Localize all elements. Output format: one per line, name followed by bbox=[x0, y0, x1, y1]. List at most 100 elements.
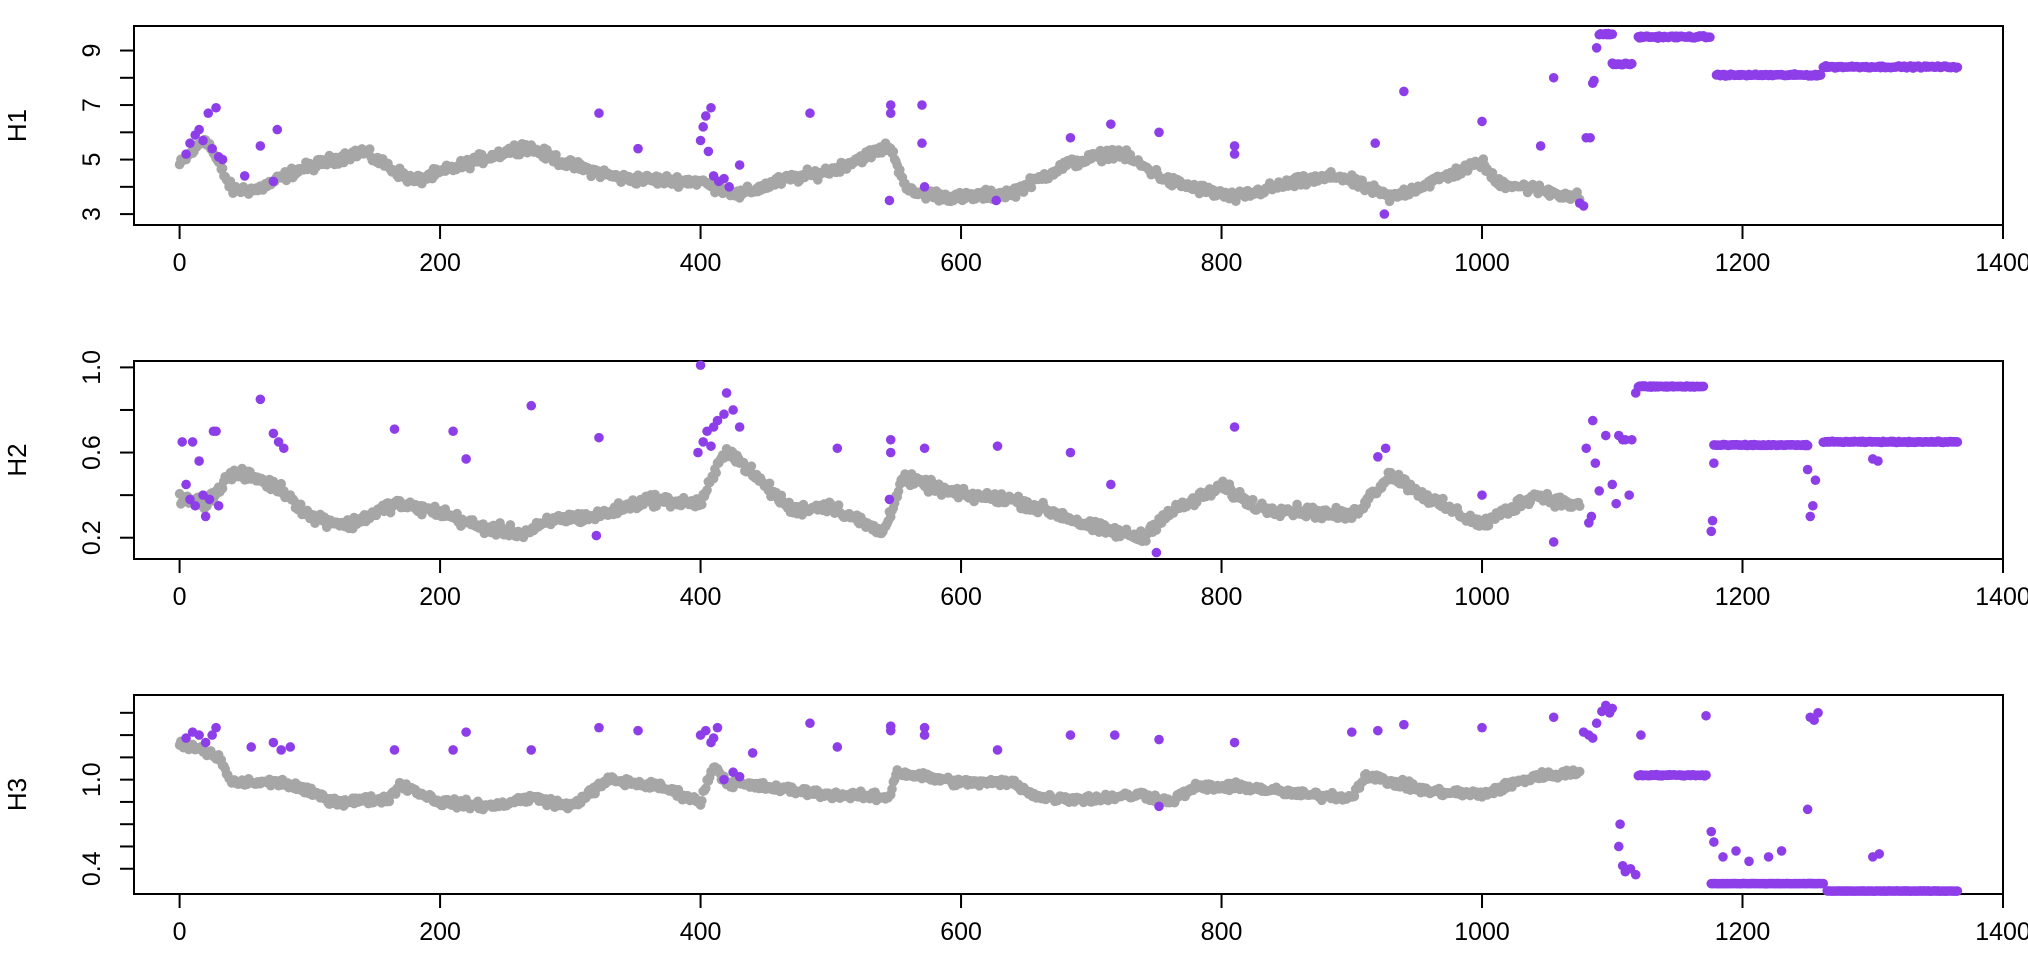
panel-h2: 0 200 400 600 800 1000 1200 1400 0.2 0.6 1.0 H2 bbox=[2, 350, 2028, 611]
data-point-highlight bbox=[1587, 733, 1598, 743]
data-point-highlight bbox=[1151, 547, 1162, 558]
x-tick-label: 1400 bbox=[1975, 918, 2028, 946]
data-point-highlight bbox=[747, 748, 758, 758]
data-point-normal bbox=[1248, 494, 1258, 505]
x-tick-label: 600 bbox=[940, 249, 982, 277]
data-point-highlight bbox=[1591, 718, 1602, 729]
data-point-highlight bbox=[1952, 437, 1963, 447]
data-point-highlight bbox=[719, 173, 729, 184]
data-point-highlight bbox=[706, 441, 716, 451]
x-tick-label: 0 bbox=[173, 918, 187, 946]
plot-frame bbox=[133, 360, 2004, 560]
data-point-highlight bbox=[1380, 443, 1391, 454]
data-point-normal bbox=[888, 146, 899, 157]
data-point-highlight bbox=[272, 124, 283, 135]
data-point-highlight bbox=[1615, 819, 1625, 829]
x-tick-label: 1200 bbox=[1715, 918, 1771, 946]
data-point-highlight bbox=[1810, 475, 1821, 486]
data-point-highlight bbox=[706, 102, 716, 113]
plot-frame bbox=[133, 25, 2004, 226]
data-point-highlight bbox=[198, 135, 208, 146]
data-point-highlight bbox=[1630, 869, 1641, 880]
data-point-highlight bbox=[1535, 141, 1546, 151]
data-point-highlight bbox=[917, 100, 927, 110]
data-point-highlight bbox=[278, 443, 289, 454]
data-point-highlight bbox=[246, 742, 257, 752]
data-point-highlight bbox=[194, 730, 204, 740]
data-point-normal bbox=[217, 483, 228, 494]
data-point-highlight bbox=[594, 722, 604, 733]
data-point-highlight bbox=[1624, 490, 1634, 500]
data-point-highlight bbox=[591, 530, 602, 541]
data-point-highlight bbox=[217, 154, 228, 165]
data-point-highlight bbox=[1477, 116, 1487, 127]
data-point-highlight bbox=[1591, 43, 1602, 53]
data-point-highlight bbox=[919, 722, 930, 733]
data-point-highlight bbox=[1611, 498, 1621, 509]
data-point-highlight bbox=[1776, 846, 1787, 856]
data-point-highlight bbox=[1379, 209, 1390, 219]
data-point-highlight bbox=[239, 171, 250, 181]
y-axis-label: H1 bbox=[2, 109, 32, 142]
data-point-highlight bbox=[181, 733, 191, 743]
data-point-highlight bbox=[1627, 58, 1637, 69]
data-point-highlight bbox=[1594, 486, 1605, 496]
data-point-highlight bbox=[991, 195, 1002, 206]
data-point-highlight bbox=[1709, 458, 1719, 468]
data-point-highlight bbox=[255, 141, 266, 151]
data-point-highlight bbox=[268, 737, 279, 748]
data-point-highlight bbox=[1581, 443, 1592, 454]
data-point-highlight bbox=[1802, 804, 1813, 815]
data-point-highlight bbox=[885, 447, 896, 458]
data-point-highlight bbox=[719, 774, 729, 785]
data-point-highlight bbox=[389, 424, 400, 434]
data-point-highlight bbox=[708, 733, 719, 743]
data-point-highlight bbox=[832, 443, 843, 454]
data-point-highlight bbox=[1600, 430, 1611, 441]
x-tick-label: 1000 bbox=[1454, 918, 1510, 946]
data-point-highlight bbox=[721, 388, 732, 398]
data-point-highlight bbox=[1698, 381, 1709, 392]
data-point-highlight bbox=[805, 718, 815, 729]
data-point-highlight bbox=[919, 182, 930, 192]
data-point-highlight bbox=[1373, 725, 1383, 736]
data-point-highlight bbox=[698, 437, 708, 447]
data-point-highlight bbox=[1718, 852, 1728, 862]
y-axis-label: H2 bbox=[2, 443, 32, 476]
data-point-highlight bbox=[1613, 841, 1624, 852]
data-point-highlight bbox=[200, 511, 211, 522]
data-point-highlight bbox=[190, 500, 201, 511]
data-point-highlight bbox=[1477, 490, 1487, 500]
data-point-highlight bbox=[200, 737, 211, 748]
data-point-highlight bbox=[1952, 62, 1963, 73]
data-point-highlight bbox=[448, 745, 458, 755]
data-point-normal bbox=[697, 499, 707, 510]
data-point-highlight bbox=[734, 160, 745, 170]
data-point-highlight bbox=[594, 432, 604, 443]
data-point-highlight bbox=[698, 122, 708, 132]
data-point-highlight bbox=[1229, 149, 1240, 159]
y-tick-label: 1.0 bbox=[78, 350, 106, 385]
data-point-highlight bbox=[1109, 730, 1120, 740]
y-tick-label: 0.2 bbox=[78, 520, 106, 555]
x-tick-label: 200 bbox=[419, 583, 461, 611]
data-point-highlight bbox=[884, 195, 895, 206]
data-point-highlight bbox=[1709, 837, 1719, 847]
data-point-highlight bbox=[461, 727, 471, 737]
x-tick-label: 1400 bbox=[1975, 583, 2028, 611]
data-point-highlight bbox=[917, 138, 927, 149]
data-point-normal bbox=[697, 795, 707, 806]
data-point-highlight bbox=[204, 494, 215, 505]
data-point-highlight bbox=[1874, 849, 1885, 859]
data-point-highlight bbox=[1477, 722, 1487, 733]
data-point-highlight bbox=[693, 447, 703, 458]
data-point-highlight bbox=[1586, 511, 1597, 522]
x-tick-label: 200 bbox=[419, 249, 461, 277]
x-tick-label: 1000 bbox=[1454, 583, 1510, 611]
data-point-highlight bbox=[1706, 526, 1717, 537]
data-point-highlight bbox=[1706, 826, 1717, 837]
data-point-highlight bbox=[448, 426, 458, 437]
x-tick-label: 1200 bbox=[1715, 583, 1771, 611]
y-tick-label: 3 bbox=[78, 207, 106, 221]
data-point-highlight bbox=[461, 454, 471, 464]
